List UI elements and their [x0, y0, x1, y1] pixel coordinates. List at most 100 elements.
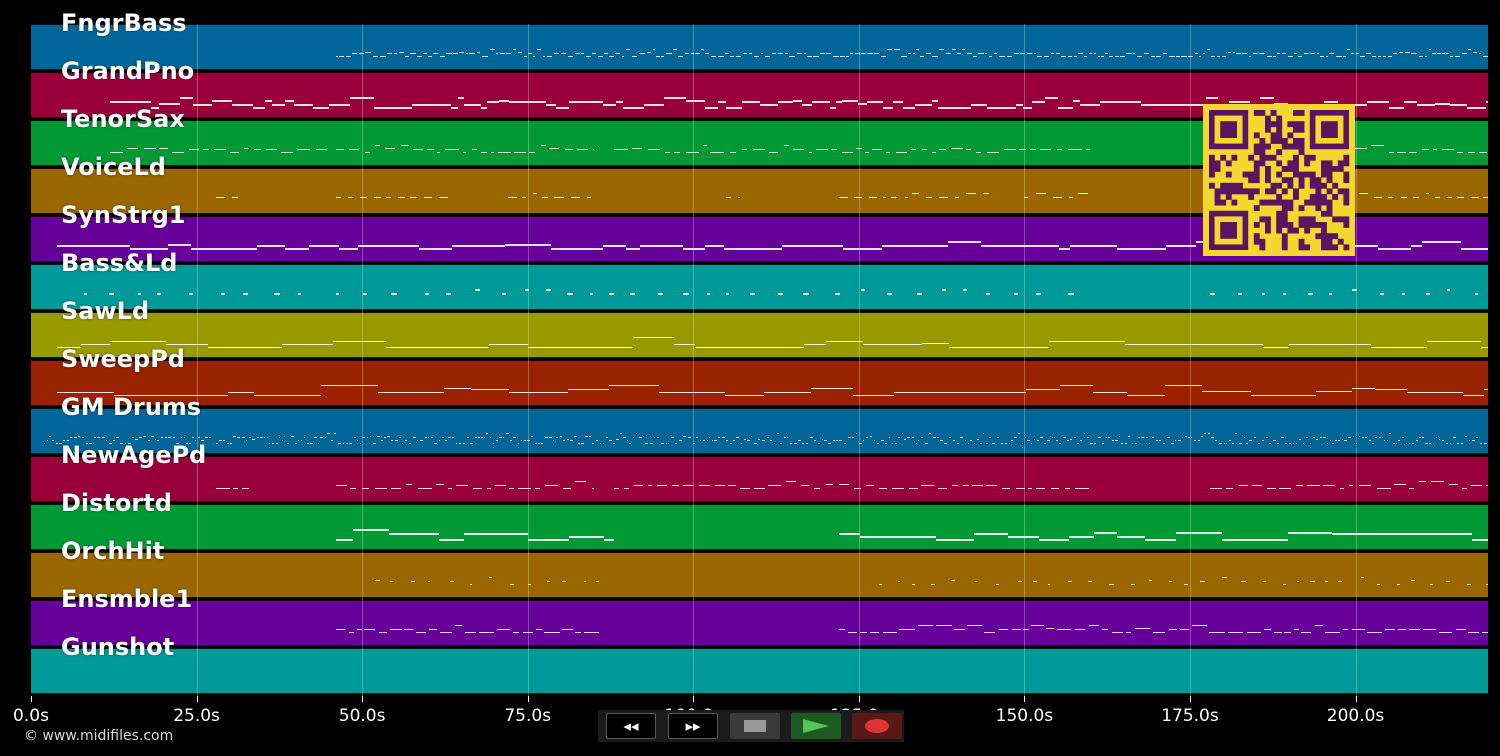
note-mark: [1073, 100, 1081, 102]
note-mark: [622, 437, 626, 438]
note-mark: [904, 439, 907, 440]
play-button[interactable]: [791, 713, 841, 739]
note-mark: [1432, 443, 1435, 444]
note-mark: [1348, 485, 1354, 486]
note-mark: [997, 107, 1016, 109]
stop-button[interactable]: [730, 713, 780, 739]
note-mark: [1419, 437, 1421, 438]
note-mark: [1097, 56, 1100, 57]
note-mark: [588, 101, 604, 103]
note-mark: [1011, 629, 1021, 630]
note-mark: [1201, 436, 1203, 437]
note-mark: [624, 488, 629, 489]
note-mark: [632, 437, 635, 438]
note-mark: [1374, 197, 1382, 198]
note-mark: [980, 245, 996, 247]
note-mark: [559, 436, 562, 437]
note-mark: [1347, 49, 1350, 50]
note-mark: [982, 433, 985, 434]
track-lane[interactable]: [31, 504, 1488, 550]
note-mark: [1372, 443, 1374, 444]
note-mark: [192, 437, 194, 438]
note-mark: [760, 104, 778, 106]
track-lane[interactable]: [31, 456, 1488, 502]
rewind-button[interactable]: ◂◂: [606, 713, 656, 739]
note-mark: [70, 437, 73, 438]
note-mark: [159, 103, 181, 105]
track-lane[interactable]: [31, 648, 1488, 694]
note-mark: [1211, 56, 1216, 57]
note-mark: [783, 437, 787, 438]
note-mark: [462, 152, 467, 153]
fast-forward-button[interactable]: ▸▸: [668, 713, 718, 739]
track-lane[interactable]: [31, 264, 1488, 310]
note-mark: [1253, 437, 1257, 438]
note-mark: [354, 437, 356, 438]
note-mark: [1388, 107, 1405, 109]
note-mark: [1411, 245, 1422, 247]
track-lane[interactable]: [31, 72, 1488, 118]
note-mark: [1438, 439, 1440, 440]
note-mark: [1394, 484, 1407, 485]
note-mark: [1162, 53, 1168, 54]
note-mark: [758, 439, 761, 440]
note-mark: [1376, 488, 1391, 489]
note-mark: [402, 443, 404, 444]
note-mark: [814, 488, 821, 489]
note-mark: [386, 53, 393, 54]
note-mark: [1466, 107, 1486, 109]
piano-roll[interactable]: [31, 24, 1488, 696]
track-lane[interactable]: [31, 360, 1488, 406]
note-mark: [1377, 56, 1381, 57]
note-mark: [1283, 584, 1286, 585]
note-mark: [808, 152, 813, 153]
note-mark: [766, 437, 770, 438]
note-mark: [513, 49, 516, 50]
note-mark: [951, 485, 959, 486]
note-mark: [387, 436, 390, 437]
note-mark: [1178, 440, 1181, 441]
note-mark: [481, 437, 483, 438]
note-mark: [451, 437, 454, 438]
track-lane[interactable]: [31, 600, 1488, 646]
note-mark: [171, 152, 185, 153]
note-mark: [1400, 197, 1408, 198]
note-mark: [888, 437, 891, 438]
note-mark: [1312, 437, 1316, 438]
note-mark: [1281, 53, 1287, 54]
note-mark: [609, 440, 612, 441]
note-mark: [839, 440, 842, 441]
track-lane[interactable]: [31, 552, 1488, 598]
track-lane[interactable]: [31, 408, 1488, 454]
note-mark: [213, 149, 226, 150]
note-mark: [397, 197, 406, 198]
note-mark: [1485, 101, 1488, 103]
note-mark: [773, 443, 775, 444]
note-mark: [1263, 629, 1272, 630]
note-mark: [358, 245, 390, 247]
note-mark: [668, 443, 670, 444]
note-mark: [941, 289, 947, 291]
note-mark: [883, 107, 893, 109]
note-mark: [1080, 440, 1082, 441]
note-mark: [1387, 56, 1392, 57]
note-mark: [271, 104, 286, 106]
note-mark: [55, 443, 59, 444]
note-mark: [729, 443, 732, 444]
note-mark: [1133, 53, 1136, 54]
note-mark: [1293, 629, 1300, 630]
note-mark: [971, 104, 987, 106]
note-mark: [365, 52, 372, 53]
note-mark: [324, 437, 326, 438]
record-button[interactable]: [852, 713, 902, 739]
track-lane[interactable]: [31, 24, 1488, 70]
track-lane[interactable]: [31, 312, 1488, 358]
note-mark: [1485, 485, 1488, 486]
note-mark: [489, 437, 492, 438]
note-mark: [1259, 97, 1274, 99]
note-mark: [754, 488, 765, 489]
note-mark: [1378, 437, 1381, 438]
note-mark: [105, 440, 108, 441]
note-mark: [132, 437, 134, 438]
note-mark: [649, 443, 653, 444]
